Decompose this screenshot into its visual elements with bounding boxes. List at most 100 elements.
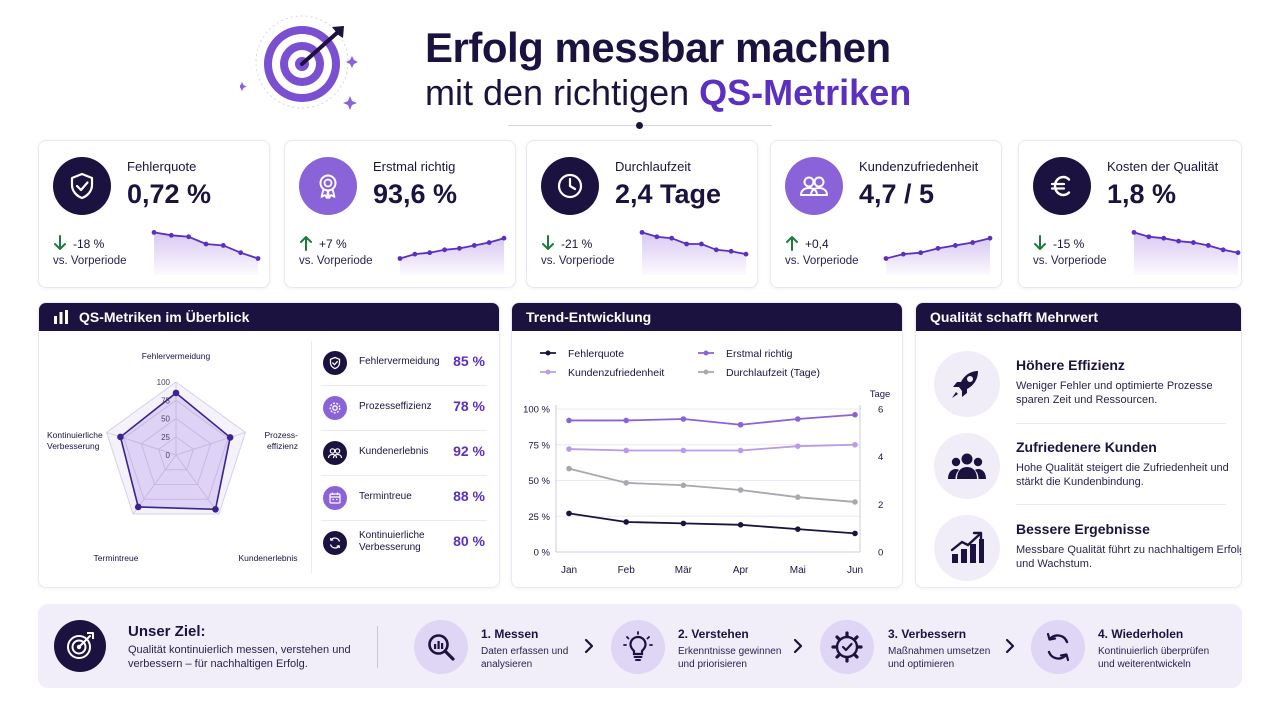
- series-point: [795, 416, 801, 422]
- goal-divider: [377, 626, 378, 668]
- arrow-down-icon: [1034, 235, 1046, 250]
- series-point: [852, 411, 858, 418]
- series-point: [623, 519, 629, 525]
- sparkline-point: [1176, 238, 1181, 244]
- sparkline-point: [412, 251, 418, 257]
- x-axis-tick-label: Jun: [847, 565, 863, 576]
- sparkline-point: [684, 241, 689, 247]
- left-axis-tick-label: 0 %: [534, 548, 551, 559]
- radar-data-area: [119, 391, 232, 511]
- metric-value: 88 %: [453, 488, 485, 504]
- radar-category-label: Kundenerlebnis: [238, 553, 297, 563]
- sparkline-point: [970, 240, 976, 245]
- kpi-comparison: vs. Vorperiode: [299, 255, 373, 267]
- metric-label: Kundenerlebnis: [359, 446, 429, 457]
- kpi-card-fehlerquote: Fehlerquote 0,72 % -18 % vs. Vorperiode: [38, 140, 270, 288]
- cycle-icon: [323, 531, 347, 555]
- kpi-value: 2,4 Tage: [615, 179, 722, 209]
- metric-row: Kontinuierliche Verbesserung 80 %: [321, 521, 487, 566]
- legend-marker: [703, 350, 709, 356]
- goal-title: Unser Ziel:: [128, 623, 206, 640]
- sparkline-area: [642, 232, 746, 275]
- subtitle-highlight: QS-Metriken: [699, 72, 912, 113]
- radar-axis: [175, 431, 246, 456]
- sparkline-point: [1161, 235, 1167, 241]
- kpi-change: +0,4: [805, 237, 829, 251]
- metric-row: Prozesseffizienz 78 %: [321, 386, 487, 431]
- overview-panel-header: QS-Metriken im Überblick: [39, 303, 499, 331]
- radar-point: [134, 503, 142, 511]
- sparkline-point: [1131, 230, 1137, 235]
- sparkline-point: [1146, 234, 1152, 240]
- radar-tick-label: 0: [166, 451, 171, 460]
- page-title: Erfolg messbar machen: [425, 24, 891, 71]
- x-axis-tick-label: Feb: [618, 565, 636, 576]
- sparkline-line: [1133, 231, 1239, 254]
- series-point: [566, 417, 572, 424]
- radar-tick-label: 50: [161, 415, 170, 424]
- value-item: Zufriedenere Kunden Hohe Qualität steige…: [932, 425, 1241, 505]
- right-axis-title: Tage: [870, 389, 891, 400]
- series-point: [680, 520, 687, 527]
- kpi-comparison: vs. Vorperiode: [53, 255, 127, 267]
- radar-category-label: Fehlervermeidung: [142, 351, 211, 361]
- radar-grid-ring: [123, 399, 229, 500]
- kpi-label: Kundenzufriedenheit: [859, 159, 979, 174]
- legend-label: Durchlaufzeit (Tage): [726, 367, 820, 379]
- clock-icon: [541, 157, 599, 215]
- sparkline-point: [238, 250, 244, 256]
- sparkline-point: [987, 235, 993, 241]
- users-icon: [323, 441, 347, 465]
- step-title: 3. Verbessern: [888, 627, 967, 641]
- euro-icon: [1033, 157, 1091, 215]
- left-axis-tick-label: 25 %: [528, 512, 550, 523]
- trend-panel: Trend-Entwicklung Fehlerquote Erstmal ric…: [511, 302, 903, 588]
- lightbulb-icon: [611, 620, 665, 674]
- radar-grid-ring: [140, 417, 212, 486]
- calendar-icon: [323, 486, 347, 510]
- left-axis-tick-label: 75 %: [528, 440, 550, 451]
- bar-chart-icon: [54, 310, 68, 324]
- sparkline-point: [1235, 250, 1241, 256]
- kpi-value: 0,72 %: [127, 179, 212, 209]
- series-point: [566, 465, 572, 472]
- radar-point: [226, 434, 234, 441]
- step-description: Kontinuierlich überprüfen und weiterentw…: [1098, 646, 1210, 670]
- value-panel-title: Qualität schafft Mehrwert: [930, 309, 1099, 325]
- kpi-sparkline: [397, 235, 507, 275]
- sparkline-point: [918, 250, 924, 256]
- overview-panel-title: QS-Metriken im Überblick: [79, 309, 250, 325]
- kpi-sparkline: [639, 230, 749, 275]
- chevron-right-icon: [584, 638, 594, 654]
- series-point: [737, 421, 744, 428]
- sparkline-point: [168, 232, 174, 238]
- magnifier-chart-icon: [414, 620, 468, 674]
- shield-check-icon: [53, 157, 111, 215]
- step-description: Daten erfassen und analysieren: [481, 646, 569, 670]
- metric-value: 92 %: [453, 443, 485, 459]
- growth-chart-icon: [934, 515, 1000, 581]
- sparkline-point: [220, 243, 226, 248]
- metric-label: Fehlervermeidung: [359, 356, 440, 367]
- sparkline-point: [186, 234, 192, 240]
- sparkline-area: [886, 238, 990, 275]
- left-axis-tick-label: 100 %: [523, 405, 550, 416]
- users-icon: [934, 433, 1000, 499]
- kpi-label: Kosten der Qualität: [1107, 159, 1219, 174]
- series-point: [795, 443, 801, 449]
- sparkline-point: [639, 230, 645, 235]
- series-point: [680, 482, 687, 489]
- metric-value: 78 %: [453, 398, 485, 414]
- sparkline-point: [900, 251, 906, 257]
- users-icon: [785, 157, 843, 215]
- goal-bar: Unser Ziel: Qualität kontinuierlich mess…: [38, 604, 1242, 688]
- legend-label: Erstmal richtig: [726, 348, 793, 360]
- kpi-comparison: vs. Vorperiode: [785, 255, 859, 267]
- series-point: [852, 530, 858, 537]
- metric-row: Kundenerlebnis 92 %: [321, 431, 487, 476]
- radar-tick-label: 100: [157, 378, 171, 387]
- chevron-right-icon: [1005, 638, 1015, 654]
- sparkline-line: [399, 237, 505, 260]
- rocket-icon: [934, 351, 1000, 417]
- arrow-down-icon: [542, 235, 554, 250]
